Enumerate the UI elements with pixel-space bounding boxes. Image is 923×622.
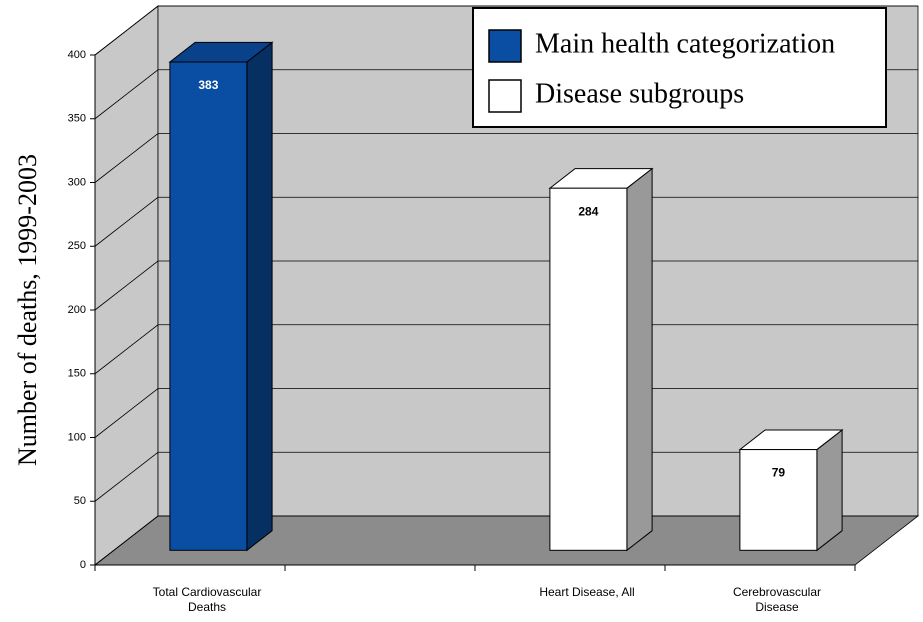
grid-line: [94, 196, 918, 247]
y-tick-label: 150: [68, 368, 86, 380]
legend: Main health categorization Disease subgro…: [472, 7, 887, 128]
grid-line: [94, 388, 918, 438]
legend-box: [472, 7, 887, 128]
grid-line: [94, 5, 918, 56]
y-tick-label: 350: [68, 113, 86, 125]
x-tick-label: Heart Disease, All: [539, 585, 634, 599]
grid-line: [94, 133, 918, 183]
grid-line: [94, 324, 918, 375]
bar-side: [816, 428, 843, 552]
legend-label: Main health categorization: [535, 28, 835, 59]
x-tick-label: Total Cardiovascular Deaths: [153, 585, 262, 614]
legend-swatch: [488, 79, 522, 113]
value-label: 383: [198, 78, 218, 92]
y-tick-label: 50: [74, 495, 86, 507]
y-tick-label: 0: [80, 559, 86, 571]
x-tick-label: Cerebrovascular Disease: [733, 585, 821, 614]
grid-line: [94, 260, 918, 311]
grid-line: [94, 515, 918, 566]
bar-side: [626, 167, 653, 552]
bar: [549, 187, 628, 551]
grid-line: [94, 451, 918, 502]
bar: [739, 449, 818, 551]
y-tick-label: 200: [68, 304, 86, 316]
y-tick-label: 400: [68, 49, 86, 61]
y-axis-label: Number of deaths, 1999-2003: [13, 154, 42, 466]
y-tick-label: 100: [68, 431, 86, 443]
legend-label: Disease subgroups: [535, 78, 744, 109]
value-label: 79: [772, 466, 786, 480]
y-tick-label: 300: [68, 176, 86, 188]
y-tick-label: 250: [68, 240, 86, 252]
legend-swatch: [488, 29, 522, 63]
bar: [169, 61, 248, 551]
value-label: 284: [578, 204, 598, 218]
bar-side: [246, 41, 273, 552]
